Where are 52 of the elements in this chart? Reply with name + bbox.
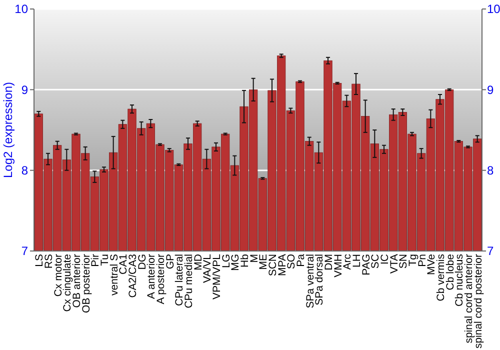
y2-tick-label: 10 bbox=[487, 2, 500, 16]
x-tick-label: Tg bbox=[407, 254, 419, 266]
x-tick-label: spinal cord posterior bbox=[472, 253, 484, 349]
y2-tick-label: 7 bbox=[487, 244, 494, 258]
y-tick-label: 9 bbox=[21, 82, 28, 97]
y-tick-label: 7 bbox=[21, 244, 28, 258]
x-tick-label: SPa dorsal bbox=[314, 254, 326, 306]
x-tick-label: VMH bbox=[332, 254, 344, 278]
x-tick-label: A posterior bbox=[155, 254, 167, 304]
y2-tick-label: 9 bbox=[487, 82, 494, 97]
x-tick-label: CA2/CA3 bbox=[127, 254, 139, 298]
x-tick-label: CPu medial bbox=[183, 254, 195, 308]
x-tick-label: Cb nucleus bbox=[454, 254, 466, 307]
y-tick-label: 10 bbox=[14, 2, 28, 16]
x-tick-label: DM bbox=[323, 254, 335, 270]
x-tick-label: Tu bbox=[99, 254, 111, 266]
x-tick-label: IC bbox=[379, 254, 391, 264]
x-tick-label: VTA bbox=[388, 254, 400, 274]
y-tick-label: 8 bbox=[21, 164, 28, 178]
x-tick-label: A anterior bbox=[146, 254, 158, 299]
y2-tick-label: 8 bbox=[487, 164, 494, 178]
x-tick-label: RS bbox=[43, 254, 55, 269]
x-tick-label: SC bbox=[370, 254, 382, 269]
x-tick-label: SO bbox=[286, 254, 298, 270]
x-tick-label: ventral S bbox=[108, 254, 120, 296]
x-tick-label: DG bbox=[136, 254, 148, 270]
x-tick-label: LH bbox=[351, 254, 363, 268]
x-tick-label: MVe bbox=[426, 254, 438, 276]
x-tick-label: LG bbox=[220, 254, 232, 268]
x-tick-label: MPA bbox=[276, 254, 288, 276]
x-tick-label: OB posterior bbox=[80, 254, 92, 313]
x-tick-label: Cb vermis bbox=[435, 254, 447, 302]
x-tick-label: GP bbox=[164, 254, 176, 270]
x-tick-label: SCN bbox=[267, 254, 279, 276]
x-tick-label: SN bbox=[398, 254, 410, 269]
x-tick-label: PAG bbox=[360, 254, 372, 276]
y-axis-title: Log2 (expression) bbox=[1, 82, 15, 178]
x-tick-label: LS bbox=[34, 254, 46, 267]
x-tick-label: Cx cingulate bbox=[62, 254, 74, 312]
x-tick-label: OB anterior bbox=[71, 254, 83, 308]
x-tick-label: Pa bbox=[295, 254, 307, 267]
x-tick-label: M bbox=[248, 254, 260, 263]
x-tick-label: VA/VL bbox=[202, 254, 214, 283]
x-tick-label: VPM/VPL bbox=[211, 254, 223, 300]
x-tick-label: spinal cord anterior bbox=[463, 253, 475, 344]
x-tick-label: MD bbox=[192, 254, 204, 270]
x-tick-label: Cb lobe bbox=[444, 254, 456, 290]
x-tick-label: CA1 bbox=[118, 254, 130, 274]
x-tick-label: Arc bbox=[342, 254, 354, 270]
x-tick-label: Hb bbox=[239, 254, 251, 268]
x-tick-label: Pir bbox=[90, 254, 102, 267]
x-tick-label: ME bbox=[258, 254, 270, 270]
